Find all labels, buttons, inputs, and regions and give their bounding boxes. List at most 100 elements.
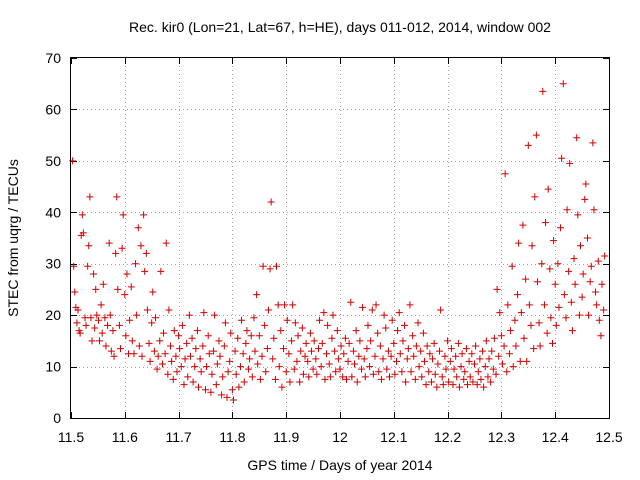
data-point	[96, 337, 104, 345]
data-point	[482, 337, 490, 345]
data-point	[379, 355, 387, 363]
data-point	[183, 339, 191, 347]
data-point	[105, 239, 113, 247]
data-point	[469, 378, 477, 386]
data-point	[156, 337, 164, 345]
data-point	[269, 355, 277, 363]
data-point	[570, 255, 578, 263]
data-point	[224, 368, 232, 376]
data-point	[259, 262, 267, 270]
data-point	[140, 211, 148, 219]
data-point	[552, 321, 560, 329]
data-point	[574, 211, 582, 219]
data-point	[558, 154, 566, 162]
data-point	[361, 373, 369, 381]
data-point	[411, 375, 419, 383]
data-point	[211, 311, 219, 319]
data-point	[146, 357, 154, 365]
data-point	[228, 386, 236, 394]
data-point	[326, 373, 334, 381]
data-point	[516, 357, 524, 365]
x-tick-label: 11.9	[273, 429, 299, 445]
data-point	[178, 321, 186, 329]
data-point	[291, 319, 299, 327]
data-point	[359, 303, 367, 311]
data-point	[70, 262, 78, 270]
data-point	[74, 306, 82, 314]
data-point	[165, 306, 173, 314]
data-point	[377, 375, 385, 383]
data-point	[600, 306, 608, 314]
data-point	[207, 388, 215, 396]
data-point	[200, 309, 208, 317]
data-point	[94, 316, 102, 324]
y-axis-title: STEC from uqrg / TECUs	[5, 159, 21, 317]
data-point	[85, 242, 93, 250]
data-point	[426, 350, 434, 358]
data-point	[524, 141, 532, 149]
data-point	[296, 378, 304, 386]
data-point	[281, 301, 289, 309]
data-point	[180, 381, 188, 389]
x-tick-label: 12.4	[542, 429, 569, 445]
data-point	[196, 355, 204, 363]
data-point	[342, 375, 350, 383]
data-point	[434, 360, 442, 368]
data-point	[109, 327, 117, 335]
data-point	[127, 283, 135, 291]
data-point	[151, 314, 159, 322]
data-point	[555, 303, 563, 311]
data-point	[585, 311, 593, 319]
data-point	[153, 365, 161, 373]
data-point	[331, 347, 339, 355]
data-point	[418, 373, 426, 381]
data-point	[97, 301, 105, 309]
data-point	[267, 198, 275, 206]
data-point	[181, 355, 189, 363]
x-tick-label: 11.6	[112, 429, 138, 445]
data-point	[141, 267, 149, 275]
data-point	[253, 291, 261, 299]
data-point	[285, 350, 293, 358]
data-point	[220, 342, 228, 350]
data-point	[582, 180, 590, 188]
axis-ticks	[71, 58, 610, 419]
data-point	[575, 311, 583, 319]
data-point	[380, 311, 388, 319]
data-point	[132, 260, 140, 268]
data-point	[119, 211, 127, 219]
data-point	[444, 337, 452, 345]
data-point	[503, 368, 511, 376]
data-point	[487, 378, 495, 386]
data-point	[318, 339, 326, 347]
data-point	[255, 332, 263, 340]
data-point	[113, 193, 121, 201]
chart-title: Rec. kir0 (Lon=21, Lat=67, h=HE), days 0…	[129, 19, 551, 35]
data-point	[88, 337, 96, 345]
data-point	[170, 327, 178, 335]
data-point	[583, 234, 591, 242]
data-point	[340, 350, 348, 358]
data-point	[299, 370, 307, 378]
data-point	[347, 298, 355, 306]
data-point	[466, 373, 474, 381]
data-point	[369, 370, 377, 378]
data-point	[297, 347, 305, 355]
data-point	[538, 260, 546, 268]
data-point	[304, 357, 312, 365]
data-point	[332, 368, 340, 376]
data-point	[106, 311, 114, 319]
data-point	[188, 334, 196, 342]
data-point	[429, 355, 437, 363]
data-point	[481, 363, 489, 371]
data-point	[339, 373, 347, 381]
data-point	[427, 378, 435, 386]
data-point	[398, 368, 406, 376]
data-point	[78, 211, 86, 219]
data-point	[243, 327, 251, 335]
y-tick-label: 60	[45, 101, 61, 117]
data-point	[560, 291, 568, 299]
data-point	[258, 352, 266, 360]
data-point	[473, 381, 481, 389]
data-point	[550, 237, 558, 245]
